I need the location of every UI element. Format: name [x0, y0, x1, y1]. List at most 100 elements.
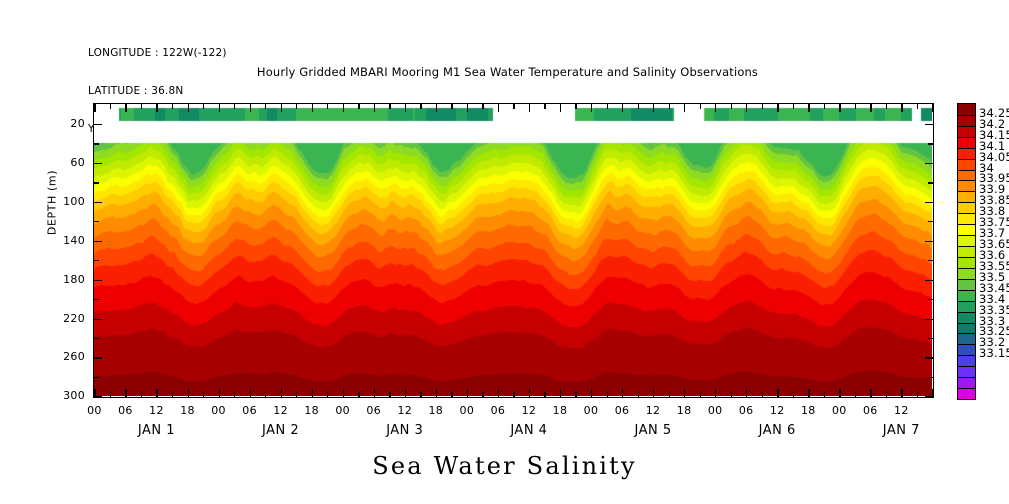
- x-tick-top: [792, 104, 795, 110]
- x-tick-label: 00: [831, 404, 847, 417]
- x-tick-top: [544, 104, 546, 110]
- y-tick-right: [924, 162, 933, 165]
- x-tick-top: [482, 104, 484, 110]
- colorbar-swatch: [958, 311, 975, 323]
- x-tick-top: [606, 104, 608, 110]
- x-tick: [559, 388, 562, 397]
- x-tick-label: 00: [335, 404, 350, 417]
- colorbar-swatch: [958, 377, 975, 389]
- colorbar-tick-label: 33.15: [979, 346, 1009, 361]
- y-tick-right: [924, 201, 933, 204]
- x-tick-top: [187, 104, 189, 113]
- x-tick: [730, 391, 732, 397]
- x-tick: [746, 388, 748, 397]
- x-tick: [358, 391, 360, 397]
- x-tick: [140, 391, 143, 397]
- x-tick-top: [513, 104, 515, 110]
- x-tick-label: 12: [769, 404, 785, 417]
- x-tick-top: [901, 104, 903, 113]
- x-tick-top: [280, 104, 282, 113]
- colorbar-swatch: [958, 114, 975, 126]
- x-tick-top: [109, 104, 112, 110]
- x-day-label: JAN 6: [758, 423, 796, 438]
- x-tick-label: 06: [118, 404, 133, 417]
- colorbar-swatch: [958, 125, 975, 137]
- x-tick-top: [590, 104, 593, 113]
- colorbar-tick-label: 34.1: [979, 138, 1006, 153]
- x-tick-label: 06: [490, 404, 506, 417]
- x-tick: [606, 391, 608, 397]
- x-day-label: JAN 2: [262, 423, 300, 438]
- x-tick-label: 12: [397, 404, 413, 417]
- x-tick-top: [637, 104, 639, 110]
- x-tick-top: [156, 104, 158, 113]
- colorbar-tick-label: 33.45: [979, 280, 1009, 295]
- x-tick-top: [342, 104, 344, 113]
- colorbar-swatch: [958, 388, 975, 399]
- colorbar-tick-label: 33.25: [979, 324, 1009, 339]
- x-tick-top: [389, 104, 391, 110]
- x-tick-top: [575, 104, 577, 110]
- salinity-contour-field: [94, 104, 932, 396]
- x-tick: [622, 388, 624, 397]
- y-tick-right: [924, 279, 933, 281]
- y-tick-right: [927, 338, 933, 340]
- y-tick-right: [924, 240, 933, 242]
- x-day-label: JAN 3: [386, 423, 424, 438]
- colorbar-swatch: [958, 147, 975, 159]
- colorbar-tick-label: 33.35: [979, 302, 1009, 317]
- x-day-label: JAN 5: [634, 423, 672, 438]
- x-tick-label: 12: [645, 404, 661, 417]
- x-tick-top: [311, 104, 313, 113]
- x-tick-label: 12: [149, 404, 164, 417]
- y-tick-label: 180: [63, 272, 85, 286]
- colorbar-swatch: [958, 278, 975, 290]
- x-tick-top: [715, 104, 717, 113]
- y-tick-label: 60: [70, 155, 85, 169]
- y-tick: [94, 338, 100, 340]
- x-tick: [637, 391, 639, 397]
- colorbar-swatch: [958, 246, 975, 257]
- colorbar-swatch: [958, 235, 975, 247]
- x-tick-top: [777, 104, 779, 113]
- x-tick: [528, 388, 531, 397]
- x-tick-label: 12: [894, 404, 909, 417]
- x-tick-top: [932, 104, 934, 113]
- colorbar-swatch: [958, 202, 975, 214]
- colorbar: [957, 103, 976, 400]
- x-day-label: JAN 7: [882, 423, 920, 438]
- x-tick: [699, 391, 701, 397]
- x-tick: [296, 391, 298, 397]
- colorbar-tick-label: 33.7: [979, 226, 1006, 241]
- x-tick-label: 00: [87, 404, 102, 417]
- colorbar-tick-label: 33.8: [979, 204, 1006, 219]
- colorbar-tick-label: 33.6: [979, 247, 1006, 262]
- x-tick-top: [699, 104, 701, 110]
- colorbar-swatch: [958, 180, 975, 192]
- x-tick-top: [885, 104, 888, 110]
- x-tick-label: 00: [211, 404, 226, 417]
- colorbar-tick-label: 33.65: [979, 237, 1009, 252]
- longitude-text: LONGITUDE : 122W(-122): [88, 47, 227, 60]
- chart-title: Hourly Gridded MBARI Mooring M1 Sea Wate…: [0, 65, 1009, 79]
- x-tick: [715, 388, 717, 397]
- colorbar-swatch: [958, 158, 975, 170]
- y-tick-label: 140: [63, 233, 85, 247]
- x-tick-top: [249, 104, 251, 113]
- colorbar-tick-label: 34.05: [979, 149, 1009, 164]
- x-tick: [839, 388, 841, 397]
- x-day-label: JAN 4: [510, 423, 548, 438]
- y-tick: [94, 201, 103, 204]
- x-tick: [932, 388, 934, 397]
- x-tick-label: 18: [304, 404, 319, 417]
- colorbar-tick-label: 33.55: [979, 258, 1009, 273]
- x-tick-label: 06: [863, 404, 878, 417]
- colorbar-swatch: [958, 333, 975, 345]
- x-tick-top: [823, 104, 826, 110]
- x-day-label: JAN 1: [137, 423, 176, 438]
- x-tick: [109, 391, 112, 397]
- y-tick-right: [924, 123, 933, 126]
- colorbar-tick-label: 34.2: [979, 116, 1006, 131]
- colorbar-swatch: [958, 366, 975, 378]
- x-tick: [373, 388, 376, 397]
